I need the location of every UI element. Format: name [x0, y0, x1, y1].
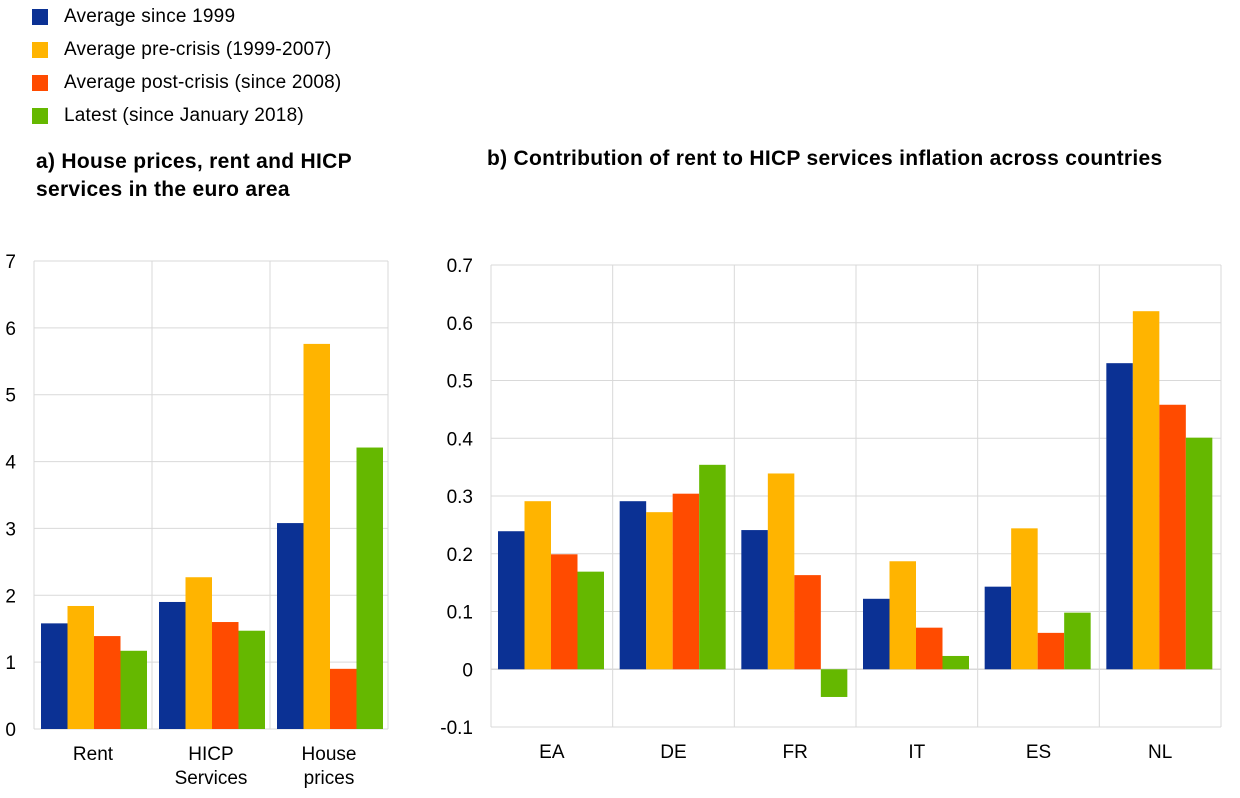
bar [1064, 612, 1091, 670]
bar [672, 493, 700, 670]
legend-label: Average since 1999 [64, 5, 236, 27]
legend: Average since 1999 Average pre-crisis (1… [32, 0, 341, 132]
y-tick-label: 0 [5, 720, 16, 741]
bar [1159, 404, 1186, 670]
bar [577, 571, 604, 670]
bar [916, 627, 943, 670]
bar [984, 586, 1012, 670]
bar [619, 501, 647, 670]
x-category-label: IT [908, 742, 925, 763]
legend-swatch [32, 41, 48, 58]
chart-a-title: a) House prices, rent and HICP services … [36, 150, 352, 201]
x-category-label: NL [1148, 742, 1172, 763]
bar [942, 655, 969, 670]
bar [1132, 311, 1160, 670]
legend-label: Average post-crisis (since 2008) [64, 71, 342, 93]
y-tick-label: 0.1 [447, 603, 473, 624]
bar [41, 623, 68, 729]
x-category-label: EA [539, 742, 565, 763]
bar [356, 447, 383, 729]
bar [794, 575, 821, 670]
bar [741, 530, 768, 670]
bar [524, 501, 551, 670]
y-tick-label: 7 [5, 252, 16, 273]
bar [238, 630, 265, 729]
legend-label: Average pre-crisis (1999-2007) [64, 38, 332, 60]
bar [767, 473, 795, 670]
bar [212, 622, 239, 729]
bar [1185, 437, 1213, 670]
y-tick-label: 0.5 [447, 372, 473, 393]
y-tick-label: 3 [5, 519, 16, 540]
bar [1106, 363, 1133, 670]
y-tick-label: -0.1 [440, 718, 473, 739]
legend-label: Latest (since January 2018) [64, 104, 304, 126]
x-category-label: House [302, 744, 357, 765]
bar [185, 577, 212, 729]
y-tick-label: 0 [462, 660, 473, 681]
x-category-label: HICP [188, 744, 233, 765]
bar [699, 464, 726, 670]
y-tick-label: 0.4 [447, 429, 474, 450]
bar [820, 669, 848, 697]
legend-item-latest: Latest (since January 2018) [32, 99, 341, 132]
bar [498, 531, 525, 670]
x-category-label: DE [660, 742, 686, 763]
bar [94, 636, 121, 729]
bar [159, 601, 186, 729]
legend-item-avg-since-1999: Average since 1999 [32, 0, 341, 33]
y-tick-label: 0.3 [447, 487, 473, 508]
y-tick-label: 6 [5, 319, 16, 340]
legend-item-avg-post-crisis: Average post-crisis (since 2008) [32, 66, 341, 99]
legend-swatch [32, 74, 48, 91]
bar [1037, 632, 1065, 670]
x-category-label: ES [1026, 742, 1051, 763]
bar [277, 523, 304, 729]
x-category-label: FR [783, 742, 808, 763]
x-category-label: Rent [73, 744, 114, 765]
legend-item-avg-pre-crisis: Average pre-crisis (1999-2007) [32, 33, 341, 66]
y-tick-label: 0.7 [447, 256, 473, 277]
bar [551, 554, 578, 670]
y-tick-label: 0.2 [447, 545, 473, 566]
bar [1011, 528, 1038, 670]
bar [889, 561, 916, 670]
y-tick-label: 5 [5, 386, 16, 407]
bar [330, 668, 357, 729]
legend-swatch [32, 8, 48, 25]
bar [303, 343, 330, 729]
x-category-label: prices [304, 768, 355, 789]
chart-b-title: b) Contribution of rent to HICP services… [487, 147, 1163, 170]
bar [863, 598, 890, 670]
x-category-label: Services [175, 768, 248, 789]
bar [120, 650, 147, 729]
y-tick-label: 1 [5, 653, 16, 674]
legend-swatch [32, 107, 48, 124]
bar [67, 605, 94, 729]
y-tick-label: 2 [5, 586, 16, 607]
bar [646, 512, 673, 670]
y-tick-label: 4 [5, 453, 16, 474]
y-tick-label: 0.6 [447, 314, 473, 335]
